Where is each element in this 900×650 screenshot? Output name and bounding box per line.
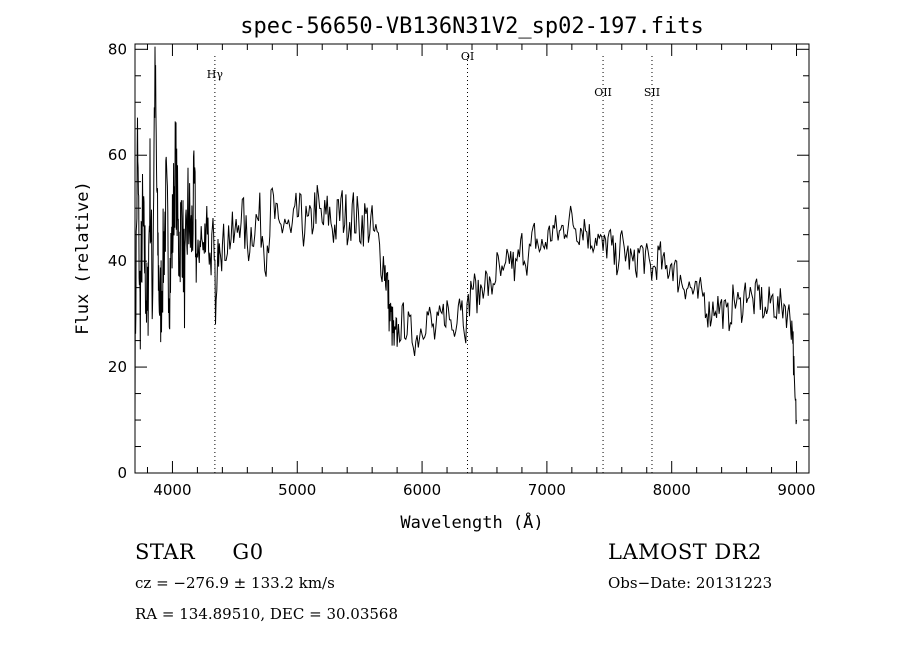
object-class: STAR G0 (135, 540, 264, 564)
line-marker-label: SII (644, 86, 660, 99)
line-marker-label: OI (461, 50, 474, 63)
x-tick-label: 4000 (153, 481, 191, 499)
line-marker-label: Hγ (207, 68, 224, 81)
y-tick-label: 80 (108, 40, 127, 58)
x-tick-label: 6000 (403, 481, 441, 499)
survey-label: LAMOST DR2 (608, 540, 762, 564)
spectrum-line (134, 46, 797, 425)
y-tick-label: 40 (108, 252, 127, 270)
x-tick-label: 5000 (278, 481, 316, 499)
y-axis-label: Flux (relative) (73, 181, 93, 335)
obs-date: Obs−Date: 20131223 (608, 574, 773, 592)
chart-title: spec-56650-VB136N31V2_sp02-197.fits (240, 14, 704, 39)
subclass-label: G0 (232, 540, 264, 564)
axis-ticks: 4000 5000 6000 7000 8000 9000 0 20 40 60 80 (108, 40, 816, 499)
x-tick-label: 7000 (528, 481, 566, 499)
spectral-line-markers: Hγ OI OII SII (207, 50, 660, 473)
class-label: STAR (135, 540, 196, 564)
cz-readout: cz = −276.9 ± 133.2 km/s (135, 574, 335, 592)
x-tick-label: 9000 (777, 481, 815, 499)
y-tick-label: 0 (117, 464, 127, 482)
radec-readout: RA = 134.89510, DEC = 30.03568 (135, 605, 399, 623)
x-tick-label: 8000 (653, 481, 691, 499)
y-tick-label: 60 (108, 146, 127, 164)
y-tick-label: 20 (108, 358, 127, 376)
plot-frame (134, 43, 810, 474)
x-axis-label: Wavelength (Å) (400, 511, 543, 533)
line-marker-label: OII (594, 86, 612, 99)
